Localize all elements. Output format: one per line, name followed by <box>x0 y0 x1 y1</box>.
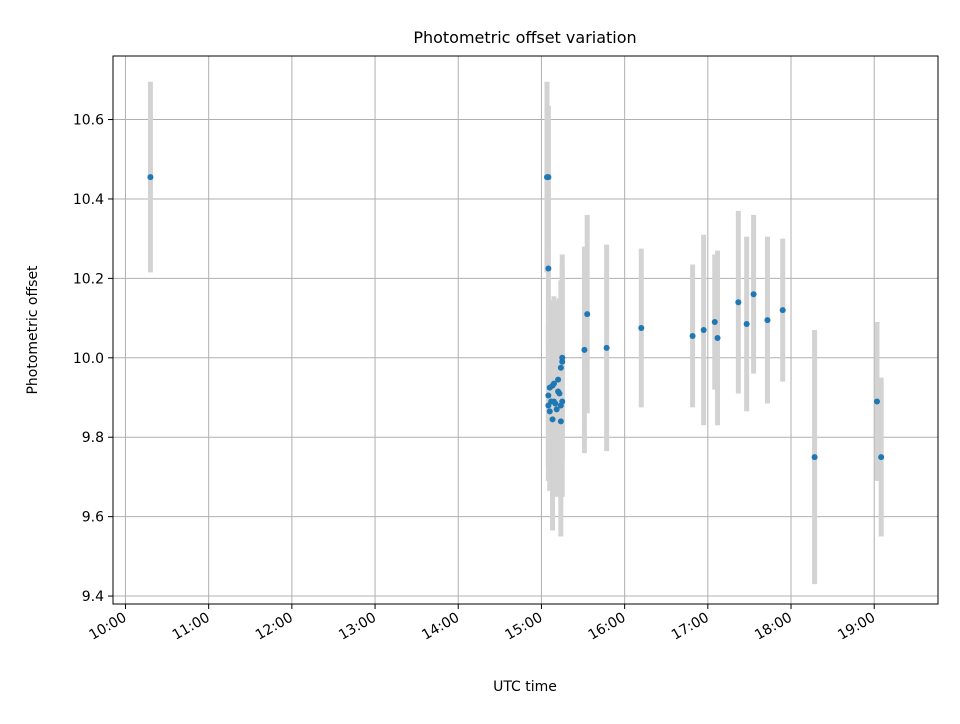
data-point <box>750 291 757 298</box>
data-point <box>147 174 154 181</box>
data-point <box>550 380 557 387</box>
data-point <box>873 398 880 405</box>
data-point <box>764 317 771 324</box>
data-point <box>700 327 707 333</box>
data-point <box>549 416 556 423</box>
data-point <box>811 454 818 461</box>
y-tick-label: 10.4 <box>73 192 104 208</box>
data-point <box>557 418 564 425</box>
data-point <box>545 392 552 399</box>
data-point <box>779 307 786 314</box>
data-point <box>546 408 553 415</box>
y-tick-label: 9.8 <box>82 430 104 446</box>
y-tick-label: 10.6 <box>73 113 104 129</box>
data-point <box>555 376 562 383</box>
y-axis-label: Photometric offset <box>25 265 41 395</box>
data-point <box>735 299 742 306</box>
data-point <box>714 334 721 341</box>
data-point <box>557 364 564 371</box>
plot-frame <box>112 55 939 605</box>
data-point <box>711 319 718 326</box>
data-point <box>689 332 696 339</box>
y-tick-label: 9.6 <box>82 510 104 526</box>
data-point <box>559 354 566 361</box>
data-point <box>603 344 610 351</box>
y-tick-label: 9.4 <box>82 589 104 605</box>
data-point <box>545 174 552 181</box>
data-points <box>147 174 885 461</box>
data-point <box>559 398 566 405</box>
data-point <box>556 390 563 397</box>
data-point <box>553 406 560 413</box>
chart-title: Photometric offset variation <box>413 28 636 47</box>
y-tick-label: 10.2 <box>73 271 104 287</box>
data-point <box>584 311 591 318</box>
grid <box>113 56 938 604</box>
data-point <box>878 454 885 461</box>
data-point <box>638 325 645 332</box>
data-point <box>581 346 588 353</box>
data-point <box>743 321 750 328</box>
data-point <box>552 400 559 407</box>
y-tick-label: 10.0 <box>73 351 104 367</box>
data-point <box>545 265 552 272</box>
y-axis: 9.4 9.6 9.8 10.0 10.2 10.4 10.6 <box>73 113 113 605</box>
x-axis-label: UTC time <box>493 679 557 695</box>
